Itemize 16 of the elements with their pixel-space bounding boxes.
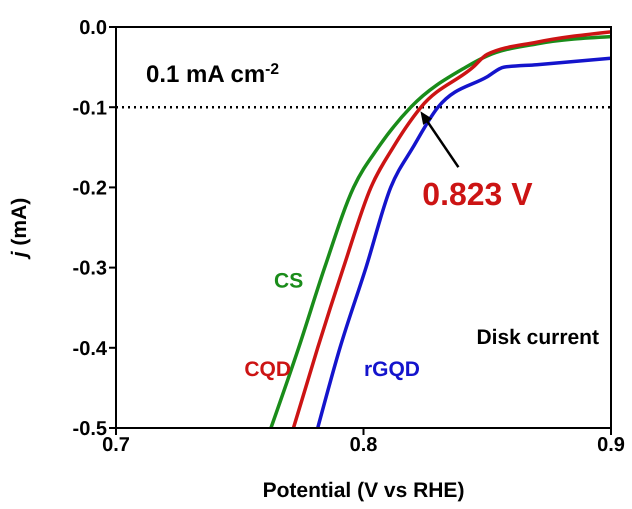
series-label: rGQD (364, 358, 420, 381)
y-tick-label: -0.4 (72, 338, 108, 360)
x-tick-label: 0.8 (350, 434, 378, 456)
y-tick-label: -0.2 (72, 178, 107, 200)
series-label: CS (274, 270, 304, 293)
series-label: CQD (244, 358, 292, 381)
annotation: Disk current (476, 326, 600, 349)
y-tick-label: 0.0 (79, 17, 107, 40)
x-tick-label: 0.9 (597, 434, 625, 456)
y-axis-title: j (mA) (8, 198, 31, 260)
y-tick-label: -0.1 (72, 97, 107, 120)
x-tick-label: 0.7 (102, 434, 130, 456)
ref-line-label: 0.1 mA cm$^{-2}$ (146, 60, 280, 88)
annotation: 0.823 V (422, 176, 534, 212)
y-tick-label: -0.3 (72, 258, 107, 280)
x-axis-title: Potential (V vs RHE) (262, 479, 464, 502)
